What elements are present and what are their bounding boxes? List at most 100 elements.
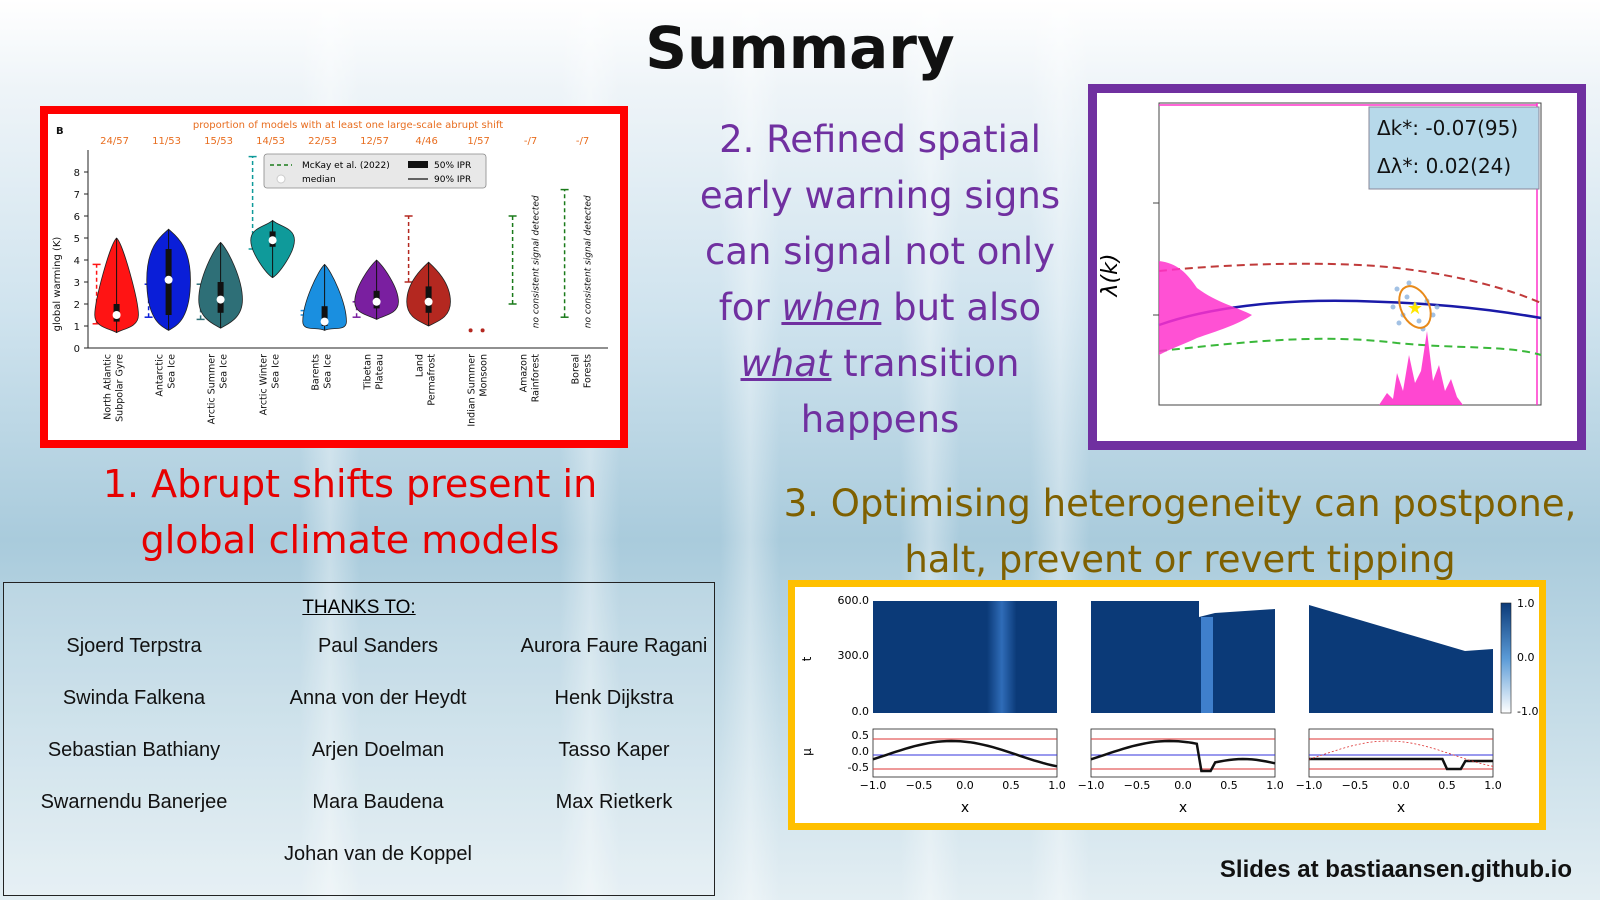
mu-plot-frame	[872, 728, 1058, 778]
chart-header: proportion of models with at least one l…	[193, 120, 503, 131]
y-tick-label: 7	[74, 190, 80, 201]
category-label: Arctic Summer	[207, 354, 218, 424]
legend-mckay: McKay et al. (2022)	[302, 161, 390, 171]
heterogeneity-figure: t 600.0 300.0 0.0 1.0 0.0 -1.0 μ 0.5 0.0…	[788, 580, 1546, 830]
legend-delta-k: Δk*: -0.07(95)	[1377, 116, 1518, 140]
acknowledged-person: Tasso Kaper	[558, 739, 670, 761]
heatmap-panel-2	[1091, 601, 1275, 713]
histogram-vertical	[1159, 261, 1252, 355]
x-ticks-3: −1.0 −0.5 0.0 0.5 1.0	[1296, 779, 1502, 792]
original-profile-line	[1308, 740, 1494, 767]
category-label: Amazon	[519, 354, 530, 392]
slide-title: Summary	[645, 14, 955, 82]
mu-plot-1	[872, 728, 1058, 778]
histogram-horizontal	[1379, 331, 1463, 405]
colorbar	[1500, 602, 1512, 714]
lambda-chart: λ(k) ★ Δk*: -0.07(95) Δλ*: 0.02(24)	[1098, 102, 1542, 406]
median-point	[164, 275, 173, 284]
slides-link[interactable]: Slides at bastiaansen.github.io	[1219, 856, 1572, 883]
panel-letter: B	[56, 126, 64, 137]
star-icon: ★	[1407, 298, 1423, 319]
category-label: Land	[415, 354, 426, 377]
thanks-title: THANKS TO:	[302, 597, 416, 618]
y-tick-label: 4	[74, 256, 80, 267]
mu-profile-line	[1090, 739, 1276, 773]
colorbar-tick: -1.0	[1517, 705, 1538, 718]
colorbar-tick: 0.0	[1517, 651, 1535, 664]
t-tick: 300.0	[838, 649, 870, 662]
fraction-label: 15/53	[204, 136, 233, 147]
legend-median: median	[302, 175, 336, 185]
category-label: Arctic Winter	[259, 354, 270, 415]
heatmap-panel-3	[1309, 601, 1493, 713]
median-point	[424, 297, 433, 306]
median-point	[268, 236, 277, 245]
mu-plot-2	[1090, 728, 1276, 778]
category-label: Plateau	[375, 354, 386, 390]
acknowledged-person: Aurora Faure Ragani	[520, 635, 708, 657]
category-label: Permafrost	[427, 354, 438, 406]
mu-axis-label: μ	[800, 748, 814, 756]
mu-tick: 0.0	[852, 745, 870, 758]
acknowledged-person: Anna von der Heydt	[289, 687, 467, 709]
data-point	[468, 328, 473, 333]
caption-heterogeneity: 3. Optimising heterogeneity can postpone…	[783, 482, 1577, 581]
acknowledged-person: Max Rietkerk	[555, 791, 673, 813]
caption-line: for when but also	[718, 286, 1042, 329]
acknowledged-person: Johan van de Koppel	[284, 843, 472, 865]
fraction-label: 24/57	[100, 136, 129, 147]
fraction-label: 4/46	[415, 136, 437, 147]
background-streak	[720, 0, 780, 900]
acknowledged-person: Paul Sanders	[317, 635, 439, 657]
svg-text:0.0: 0.0	[1174, 779, 1192, 792]
svg-text:0.0: 0.0	[1392, 779, 1410, 792]
category-label: Forests	[583, 354, 594, 388]
acknowledged-person: Mara Baudena	[312, 791, 444, 813]
x-axis-label: x	[1397, 800, 1405, 816]
median-point	[320, 317, 329, 326]
caption-abrupt-shifts: 1. Abrupt shifts present in global clima…	[102, 462, 598, 562]
acknowledged-person: Sjoerd Terpstra	[66, 635, 202, 657]
chart-legend: McKay et al. (2022) median 50% IPR 90% I…	[263, 153, 487, 189]
stats-legend-box	[1368, 106, 1540, 190]
svg-text:0.5: 0.5	[1002, 779, 1020, 792]
emphasis-when: when	[781, 286, 882, 329]
violin-chart: B proportion of models with at least one…	[52, 120, 608, 427]
t-tick: 600.0	[838, 594, 870, 607]
mu-plot-3	[1308, 728, 1494, 778]
caption-line: can signal not only	[704, 230, 1056, 273]
fraction-label: 12/57	[360, 136, 389, 147]
heatmap-figure: t 600.0 300.0 0.0 1.0 0.0 -1.0 μ 0.5 0.0…	[800, 594, 1538, 816]
caption-line: happens	[800, 398, 960, 441]
t-tick: 0.0	[852, 705, 870, 718]
upper-band-line	[1158, 262, 1542, 304]
acknowledged-person: Swarnendu Banerjee	[40, 791, 228, 813]
median-point	[216, 295, 225, 304]
category-label: Sea Ice	[167, 354, 178, 389]
fraction-label: -/7	[524, 136, 537, 147]
no-signal-text: no consistent signal detected	[532, 195, 542, 328]
data-point	[480, 328, 485, 333]
caption-spatial-ews: 2. Refined spatial early warning signs c…	[680, 112, 1080, 448]
mu-profile-line	[872, 739, 1058, 768]
mu-profile-plots	[872, 728, 1494, 778]
fraction-label: 14/53	[256, 136, 285, 147]
svg-text:1.0: 1.0	[1048, 779, 1066, 792]
category-label: Indian Summer	[467, 354, 478, 427]
mu-tick: -0.5	[848, 761, 869, 774]
no-signal-text: no consistent signal detected	[584, 195, 594, 328]
mu-tick: 0.5	[852, 729, 870, 742]
acknowledged-person: Swinda Falkena	[62, 687, 206, 709]
svg-text:0.0: 0.0	[956, 779, 974, 792]
no-signal-label: no consistent signal detected	[584, 195, 594, 328]
y-tick-label: 3	[74, 278, 80, 289]
svg-text:0.5: 0.5	[1438, 779, 1456, 792]
heatmap-panel-1	[873, 601, 1057, 713]
svg-text:−0.5: −0.5	[1342, 779, 1369, 792]
svg-text:0.5: 0.5	[1220, 779, 1238, 792]
mu-profile-line	[1309, 757, 1493, 771]
x-ticks-2: −1.0 −0.5 0.0 0.5 1.0	[1078, 779, 1284, 792]
ipr50-box	[321, 306, 328, 326]
fraction-label: -/7	[576, 136, 589, 147]
caption-line: 2. Refined spatial	[719, 118, 1041, 161]
